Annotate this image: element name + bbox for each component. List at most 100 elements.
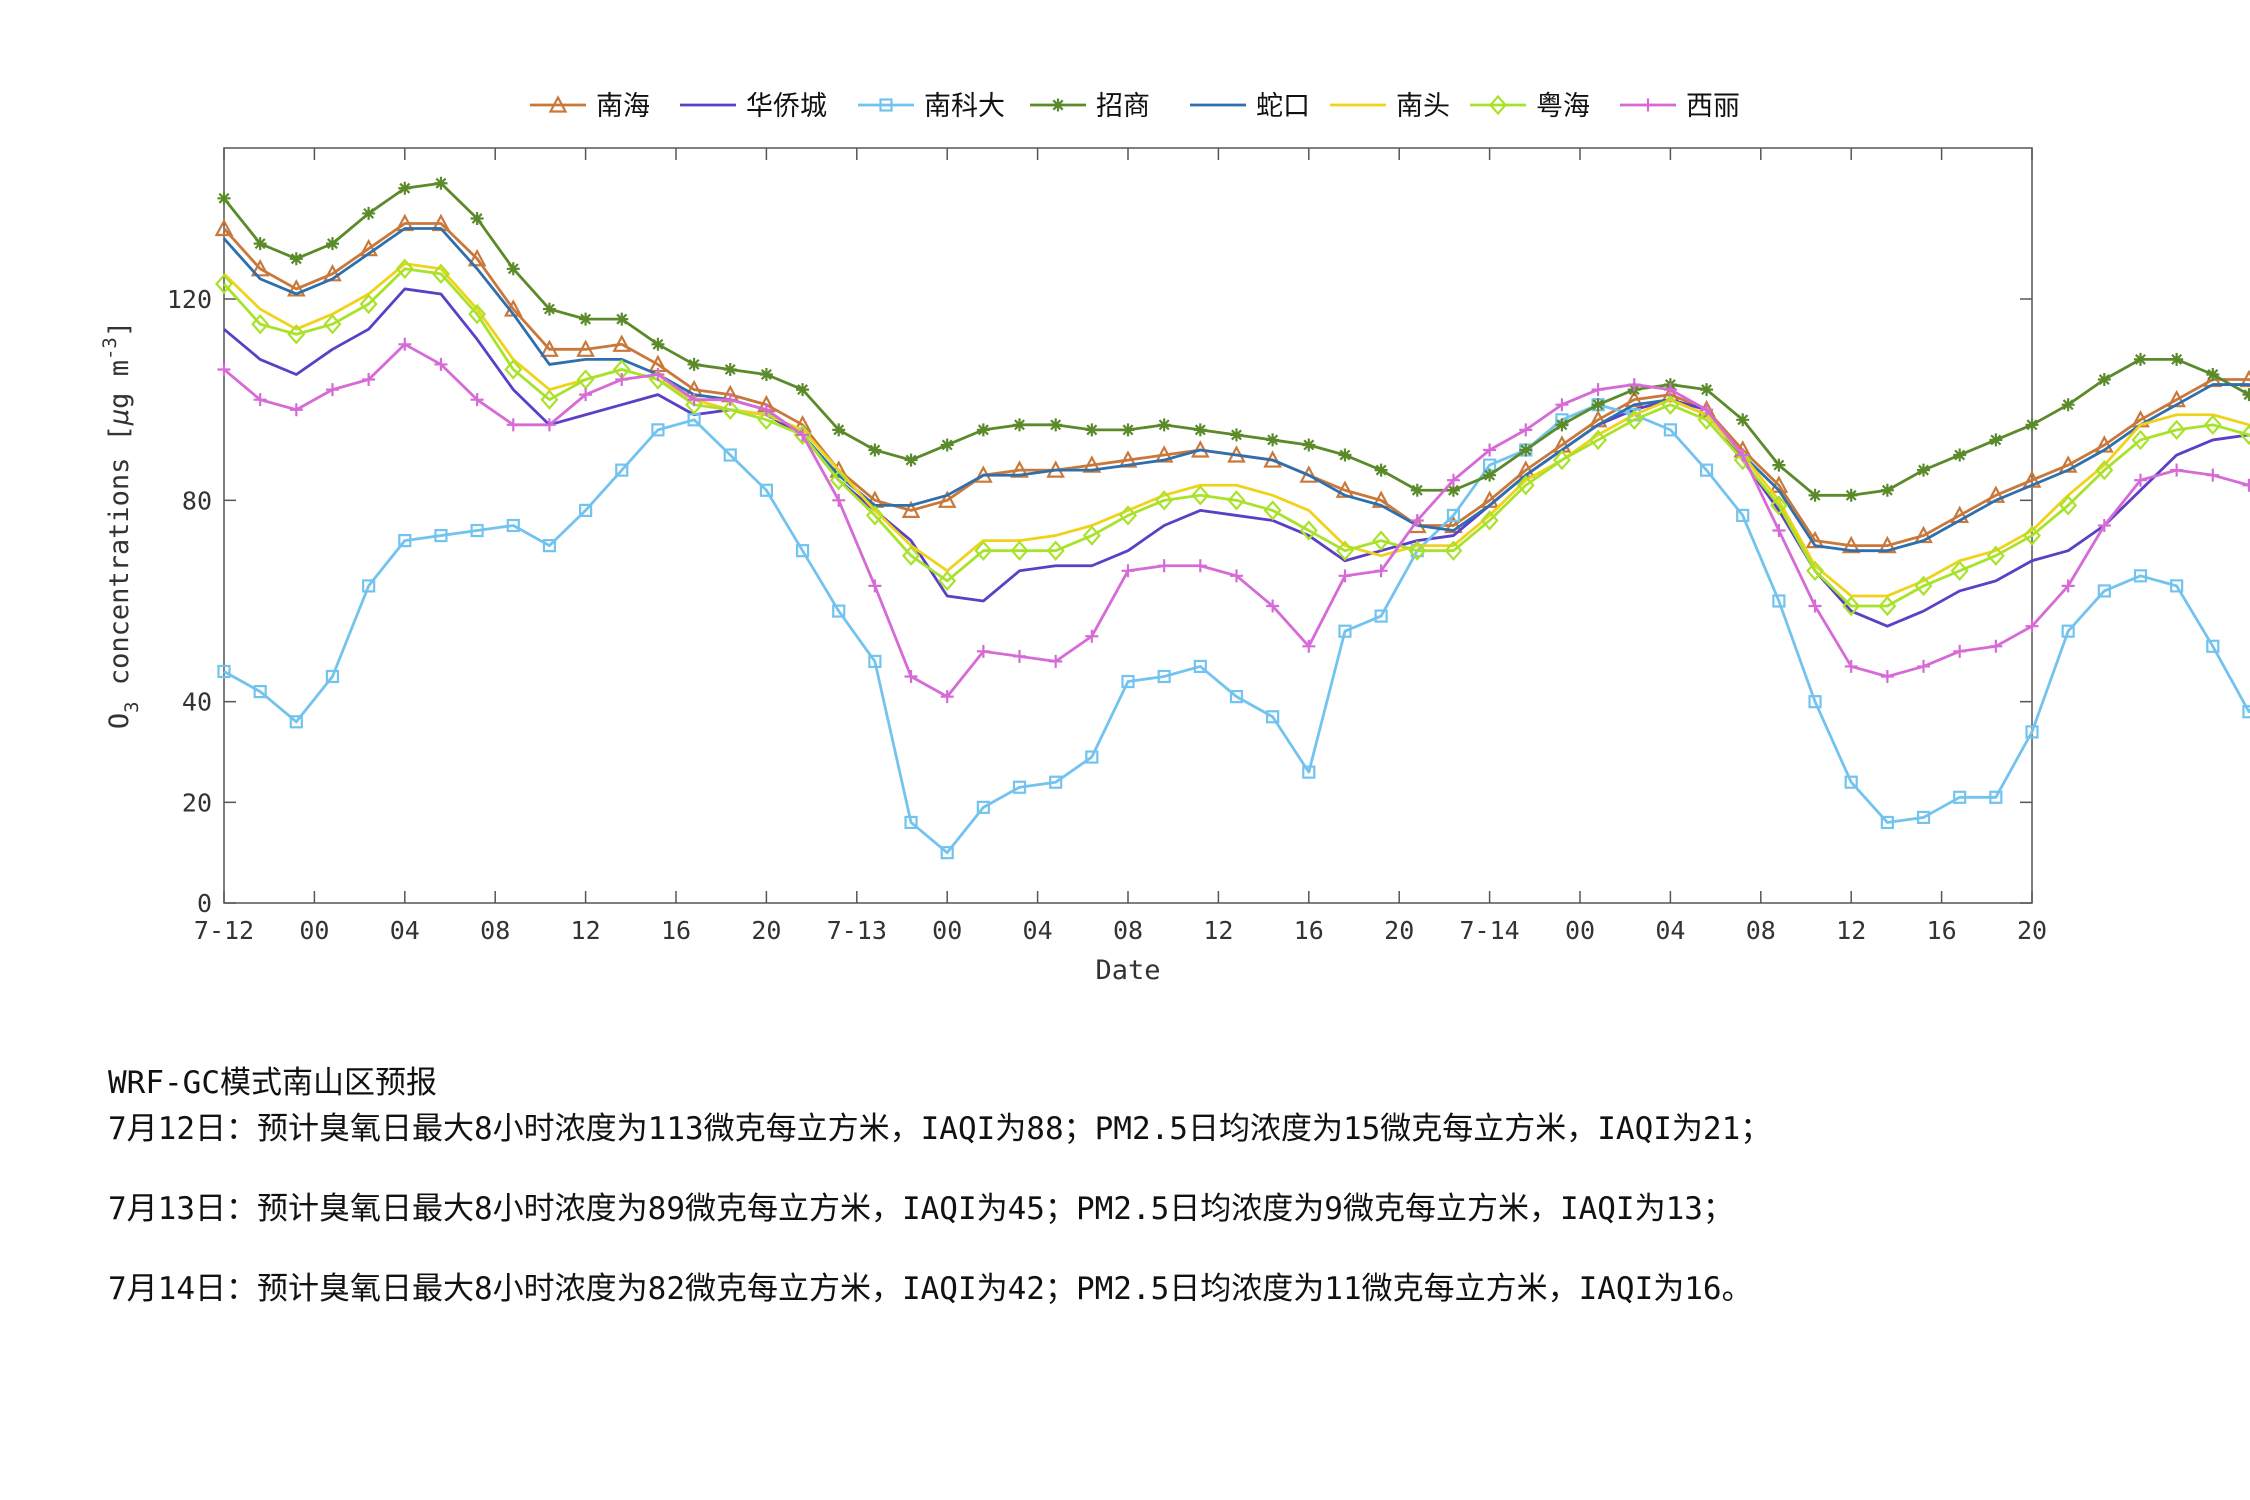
data-point	[795, 544, 810, 558]
y-tick-label: 120	[167, 285, 212, 314]
y-tick-label: 40	[182, 688, 212, 717]
data-point	[1338, 448, 1352, 462]
data-point	[1374, 564, 1388, 578]
data-point	[1193, 659, 1207, 674]
data-point	[832, 493, 846, 507]
data-point	[576, 339, 595, 357]
data-point	[2170, 463, 2184, 477]
notes-title: WRF-GC模式南山区预报	[108, 1065, 437, 1101]
data-point	[1157, 669, 1171, 684]
data-point	[1552, 449, 1571, 471]
data-point	[1013, 418, 1027, 432]
data-point	[215, 273, 233, 295]
data-point	[2206, 468, 2220, 482]
data-point	[1917, 463, 1931, 477]
data-point	[1772, 458, 1786, 472]
data-point	[1663, 423, 1678, 437]
series-layer	[214, 176, 2250, 860]
data-point	[868, 654, 882, 669]
x-tick-label: 12	[1836, 916, 1866, 945]
data-point	[506, 518, 520, 533]
x-tick-label: 16	[1294, 916, 1324, 945]
legend-label: 南海	[596, 91, 650, 122]
data-point	[1227, 490, 1246, 511]
data-point	[253, 237, 267, 251]
data-point	[1772, 594, 1786, 608]
data-point	[2167, 419, 2186, 441]
data-point	[1012, 780, 1027, 794]
data-point	[1880, 670, 1894, 683]
y-tick-label: 0	[197, 889, 212, 918]
data-point	[651, 337, 665, 351]
x-tick-label: 20	[1384, 916, 1414, 945]
x-tick-labels: 7-12 00 04 08 12 16 20 7-13 00 04 08 12 16 20 7-14 00 04…	[194, 916, 2047, 945]
data-point	[1989, 639, 2003, 653]
data-point	[2133, 569, 2148, 583]
legend-label: 蛇口	[1256, 91, 1310, 122]
data-point	[1446, 473, 1460, 487]
data-point	[974, 540, 993, 561]
data-point	[651, 368, 665, 381]
legend-label: 南头	[1396, 91, 1450, 122]
x-tick-label: 16	[661, 916, 691, 945]
data-point	[325, 237, 339, 251]
data-point	[1950, 560, 1969, 581]
data-point	[1266, 433, 1280, 447]
data-point	[759, 368, 773, 381]
series-2	[217, 398, 2250, 860]
data-point	[253, 393, 267, 407]
data-point	[431, 263, 450, 284]
data-point	[1335, 480, 1355, 498]
data-point	[1519, 443, 1533, 457]
data-point	[1085, 423, 1099, 437]
data-point	[1374, 463, 1388, 477]
x-tick-label: 08	[480, 916, 510, 945]
data-point	[1516, 475, 1535, 496]
data-point	[829, 470, 848, 491]
data-point	[2097, 584, 2111, 598]
data-point	[2203, 414, 2222, 435]
data-point	[1121, 423, 1135, 437]
data-point	[1266, 599, 1280, 613]
data-point	[217, 664, 231, 679]
data-point	[940, 690, 954, 704]
data-point	[1335, 540, 1354, 561]
data-point	[1489, 94, 1507, 116]
data-point	[904, 670, 918, 683]
data-point	[1010, 540, 1029, 561]
data-point	[1555, 418, 1569, 432]
forecast-notes: WRF-GC模式南山区预报 7月12日：预计臭氧日最大8小时浓度为113微克每立…	[108, 1060, 2208, 1312]
data-point	[1049, 775, 1063, 789]
data-point	[1338, 624, 1352, 638]
data-point	[1914, 525, 1933, 544]
data-point	[1625, 409, 1644, 430]
data-point	[1338, 569, 1352, 583]
data-point	[904, 453, 918, 467]
data-point	[359, 293, 378, 315]
data-point	[1302, 765, 1316, 779]
data-point	[1808, 695, 1822, 709]
data-point	[504, 359, 523, 380]
x-tick-label: 08	[1746, 916, 1776, 945]
x-tick-label: 20	[751, 916, 781, 945]
data-point	[1878, 595, 1897, 617]
data-point	[1736, 413, 1750, 427]
x-tick-label: 04	[1023, 916, 1053, 945]
data-point	[2097, 519, 2111, 532]
data-point	[2095, 459, 2114, 481]
data-point	[1410, 513, 1424, 527]
data-point	[1591, 383, 1605, 397]
data-point	[542, 418, 556, 432]
data-point	[2170, 579, 2184, 593]
data-point	[1155, 490, 1174, 511]
data-point	[1844, 659, 1858, 673]
data-point	[1299, 520, 1318, 541]
data-point	[1480, 510, 1499, 531]
x-tick-label: 7-12	[194, 916, 254, 945]
data-point	[506, 262, 520, 276]
data-point	[398, 337, 412, 351]
data-point	[2133, 473, 2147, 487]
data-point	[2133, 352, 2147, 366]
data-point	[687, 357, 701, 371]
data-point	[1408, 540, 1427, 561]
